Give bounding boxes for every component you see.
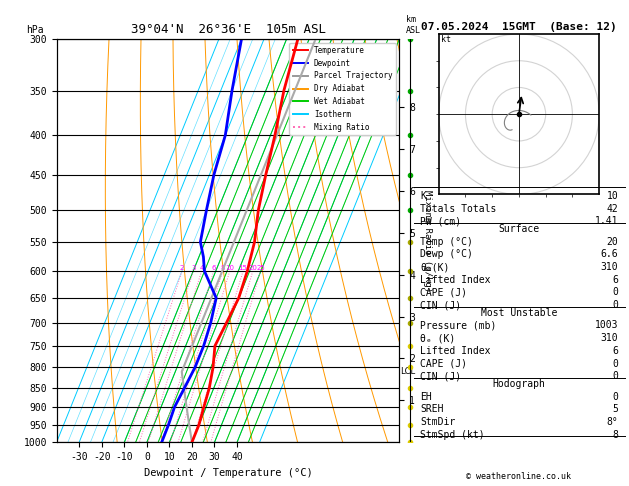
Text: kt: kt — [442, 35, 452, 44]
Text: StmSpd (kt): StmSpd (kt) — [420, 430, 485, 440]
Text: 6.6: 6.6 — [601, 249, 618, 260]
Text: SREH: SREH — [420, 404, 443, 415]
Text: 6: 6 — [211, 265, 216, 271]
X-axis label: Dewpoint / Temperature (°C): Dewpoint / Temperature (°C) — [143, 468, 313, 478]
Text: 15: 15 — [238, 265, 247, 271]
Text: Dewp (°C): Dewp (°C) — [420, 249, 473, 260]
Text: 8: 8 — [220, 265, 225, 271]
Text: θₑ(K): θₑ(K) — [420, 262, 450, 272]
Text: 6: 6 — [613, 346, 618, 356]
Text: 20: 20 — [606, 237, 618, 247]
Text: 42: 42 — [606, 204, 618, 214]
Text: 20: 20 — [248, 265, 257, 271]
Text: 1.41: 1.41 — [595, 216, 618, 226]
Text: km
ASL: km ASL — [406, 16, 421, 35]
Legend: Temperature, Dewpoint, Parcel Trajectory, Dry Adiabat, Wet Adiabat, Isotherm, Mi: Temperature, Dewpoint, Parcel Trajectory… — [289, 43, 396, 135]
Text: 8°: 8° — [606, 417, 618, 427]
Text: 0: 0 — [613, 392, 618, 401]
Text: Lifted Index: Lifted Index — [420, 346, 491, 356]
Y-axis label: Mixing Ratio (g/kg): Mixing Ratio (g/kg) — [423, 190, 431, 292]
Text: © weatheronline.co.uk: © weatheronline.co.uk — [467, 472, 571, 481]
Title: 39°04'N  26°36'E  105m ASL: 39°04'N 26°36'E 105m ASL — [130, 23, 326, 36]
Text: K: K — [420, 191, 426, 201]
Text: 1003: 1003 — [595, 320, 618, 330]
Text: 0: 0 — [613, 287, 618, 297]
Text: 0: 0 — [613, 359, 618, 368]
Text: CAPE (J): CAPE (J) — [420, 359, 467, 368]
Text: 10: 10 — [225, 265, 234, 271]
Text: 07.05.2024  15GMT  (Base: 12): 07.05.2024 15GMT (Base: 12) — [421, 22, 617, 32]
Text: Pressure (mb): Pressure (mb) — [420, 320, 496, 330]
Text: θₑ (K): θₑ (K) — [420, 333, 455, 343]
Text: 3: 3 — [191, 265, 196, 271]
Text: 6: 6 — [613, 275, 618, 285]
Text: StmDir: StmDir — [420, 417, 455, 427]
Text: 310: 310 — [601, 333, 618, 343]
Text: Temp (°C): Temp (°C) — [420, 237, 473, 247]
Text: 0: 0 — [613, 371, 618, 382]
Text: Most Unstable: Most Unstable — [481, 308, 557, 318]
Text: Totals Totals: Totals Totals — [420, 204, 496, 214]
Text: 2: 2 — [180, 265, 184, 271]
Text: EH: EH — [420, 392, 432, 401]
Text: 4: 4 — [199, 265, 204, 271]
Text: 8: 8 — [613, 430, 618, 440]
Text: Lifted Index: Lifted Index — [420, 275, 491, 285]
Text: Hodograph: Hodograph — [493, 379, 546, 389]
Text: hPa: hPa — [26, 25, 43, 35]
Text: CAPE (J): CAPE (J) — [420, 287, 467, 297]
Text: 0: 0 — [613, 300, 618, 310]
Text: PW (cm): PW (cm) — [420, 216, 461, 226]
Text: CIN (J): CIN (J) — [420, 300, 461, 310]
Text: 25: 25 — [256, 265, 265, 271]
Text: 310: 310 — [601, 262, 618, 272]
Text: Surface: Surface — [499, 224, 540, 234]
Text: 5: 5 — [613, 404, 618, 415]
Text: LCL: LCL — [400, 367, 415, 376]
Text: CIN (J): CIN (J) — [420, 371, 461, 382]
Text: 10: 10 — [606, 191, 618, 201]
